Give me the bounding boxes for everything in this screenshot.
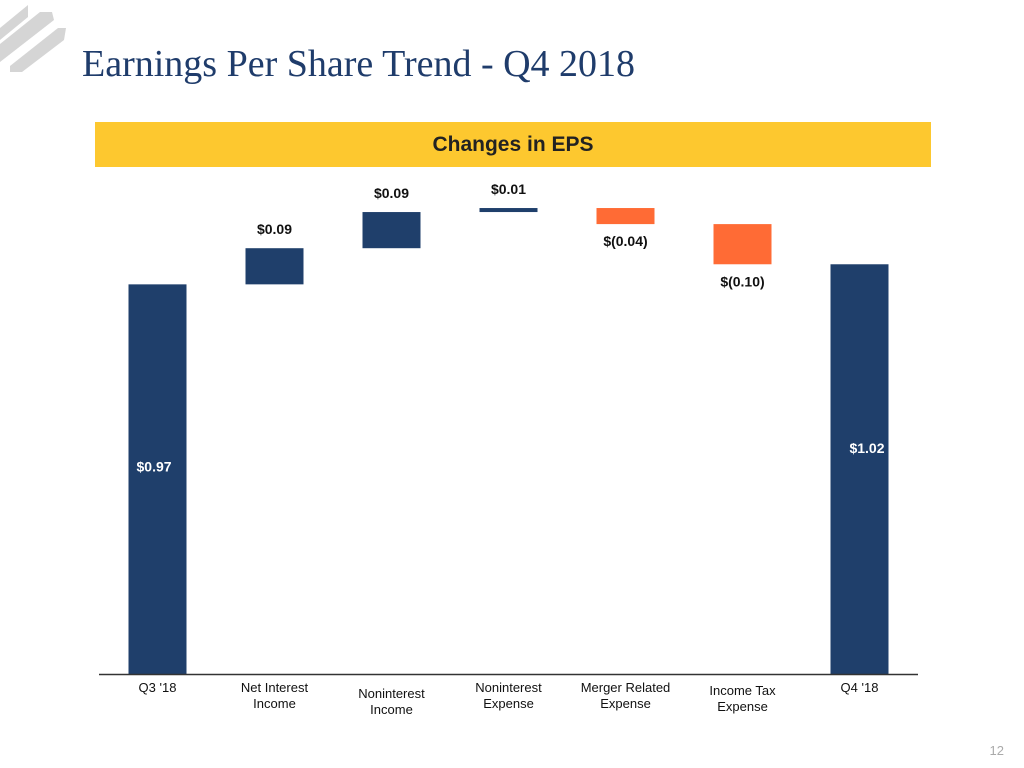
chart-title: Changes in EPS: [432, 132, 594, 156]
x-tick-label-line: Income: [253, 696, 296, 711]
company-logo: [0, 5, 66, 72]
data-label-5: $(0.10): [720, 273, 764, 289]
x-tick-label-line: Expense: [483, 696, 534, 711]
data-label-2: $0.09: [374, 185, 409, 201]
data-label-1: $0.09: [257, 221, 292, 237]
x-tick-label-line: Expense: [717, 699, 768, 714]
bar-3: [479, 208, 538, 213]
bar-0: [128, 284, 187, 674]
x-tick-label-line: Merger Related: [580, 680, 671, 695]
x-tick-label-line: Expense: [600, 696, 651, 711]
page-title: Earnings Per Share Trend - Q4 2018: [82, 43, 636, 85]
x-tick-label-line: Net Interest: [240, 680, 309, 695]
x-tick-label-line: Q3 '18: [138, 680, 177, 695]
x-tick-label-line: Income: [370, 702, 413, 717]
x-tick-label: Noninterest Expense: [454, 680, 564, 712]
x-tick-label: Income Tax Expense: [688, 683, 798, 715]
data-label-4: $(0.04): [603, 233, 647, 249]
x-tick-label: Net Interest Income: [220, 680, 330, 712]
chart-title-banner: Changes in EPS: [95, 122, 931, 167]
data-label-3: $0.01: [491, 181, 526, 197]
x-tick-label-line: Income Tax: [709, 683, 776, 698]
x-tick-label-line: Noninterest: [358, 686, 425, 701]
bar-1: [245, 248, 304, 285]
bar-4: [596, 208, 655, 225]
data-label-0: $0.97: [137, 458, 172, 474]
x-tick-label-line: Q4 '18: [840, 680, 879, 695]
x-tick-label: Q4 '18: [805, 680, 915, 696]
x-tick-label-line: Noninterest: [475, 680, 542, 695]
x-tick-label: Merger Related Expense: [571, 680, 681, 712]
bar-6: [830, 264, 889, 674]
bar-5: [713, 224, 772, 265]
bar-2: [362, 212, 421, 249]
page-number: 12: [989, 743, 1004, 758]
x-tick-label: Q3 '18: [103, 680, 213, 696]
x-tick-label: Noninterest Income: [337, 686, 447, 718]
data-label-6: $1.02: [849, 440, 884, 456]
